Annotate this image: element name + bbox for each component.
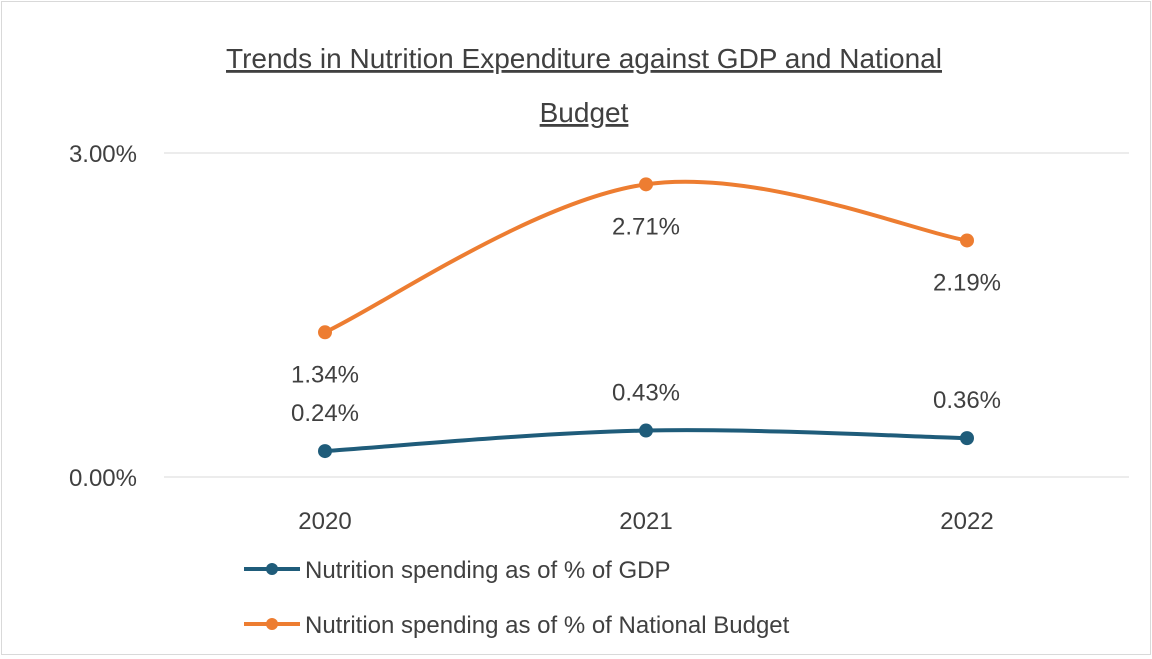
data-point-gdp-2021 [639, 423, 653, 438]
data-point-national-budget-2021 [639, 177, 653, 192]
x-tick-label-2022: 2022 [940, 508, 993, 535]
legend-swatch-marker-gdp [266, 563, 278, 575]
legend-label-gdp: Nutrition spending as of % of GDP [305, 557, 671, 584]
data-label-gdp-2022: 0.36% [933, 387, 1001, 414]
data-label-national-budget-2021: 2.71% [612, 213, 680, 240]
data-label-gdp-2020: 0.24% [291, 400, 359, 427]
chart-title-line-1: Trends in Nutrition Expenditure against … [226, 43, 942, 74]
y-tick-label-max: 3.00% [69, 141, 137, 168]
data-point-national-budget-2020 [318, 325, 332, 340]
data-point-gdp-2020 [318, 444, 332, 459]
legend-label-budget: Nutrition spending as of % of National B… [305, 612, 790, 639]
y-tick-label-min: 0.00% [69, 465, 137, 492]
data-point-gdp-2022 [960, 431, 974, 446]
data-label-national-budget-2020: 1.34% [291, 361, 359, 388]
x-tick-label-2020: 2020 [298, 508, 351, 535]
series-line-national-budget [323, 179, 969, 335]
data-label-national-budget-2022: 2.19% [933, 269, 1001, 296]
legend: Nutrition spending as of % of GDP Nutrit… [244, 557, 790, 639]
legend-swatch-marker-budget [266, 618, 278, 630]
x-tick-label-2021: 2021 [619, 508, 672, 535]
chart-title-line-2: Budget [540, 97, 629, 128]
data-label-gdp-2021: 0.43% [612, 380, 680, 407]
data-point-national-budget-2022 [960, 233, 974, 248]
series-layer: 0.24% 0.43% 0.36% 1.34% 2.71% 2.19% [291, 177, 1001, 459]
